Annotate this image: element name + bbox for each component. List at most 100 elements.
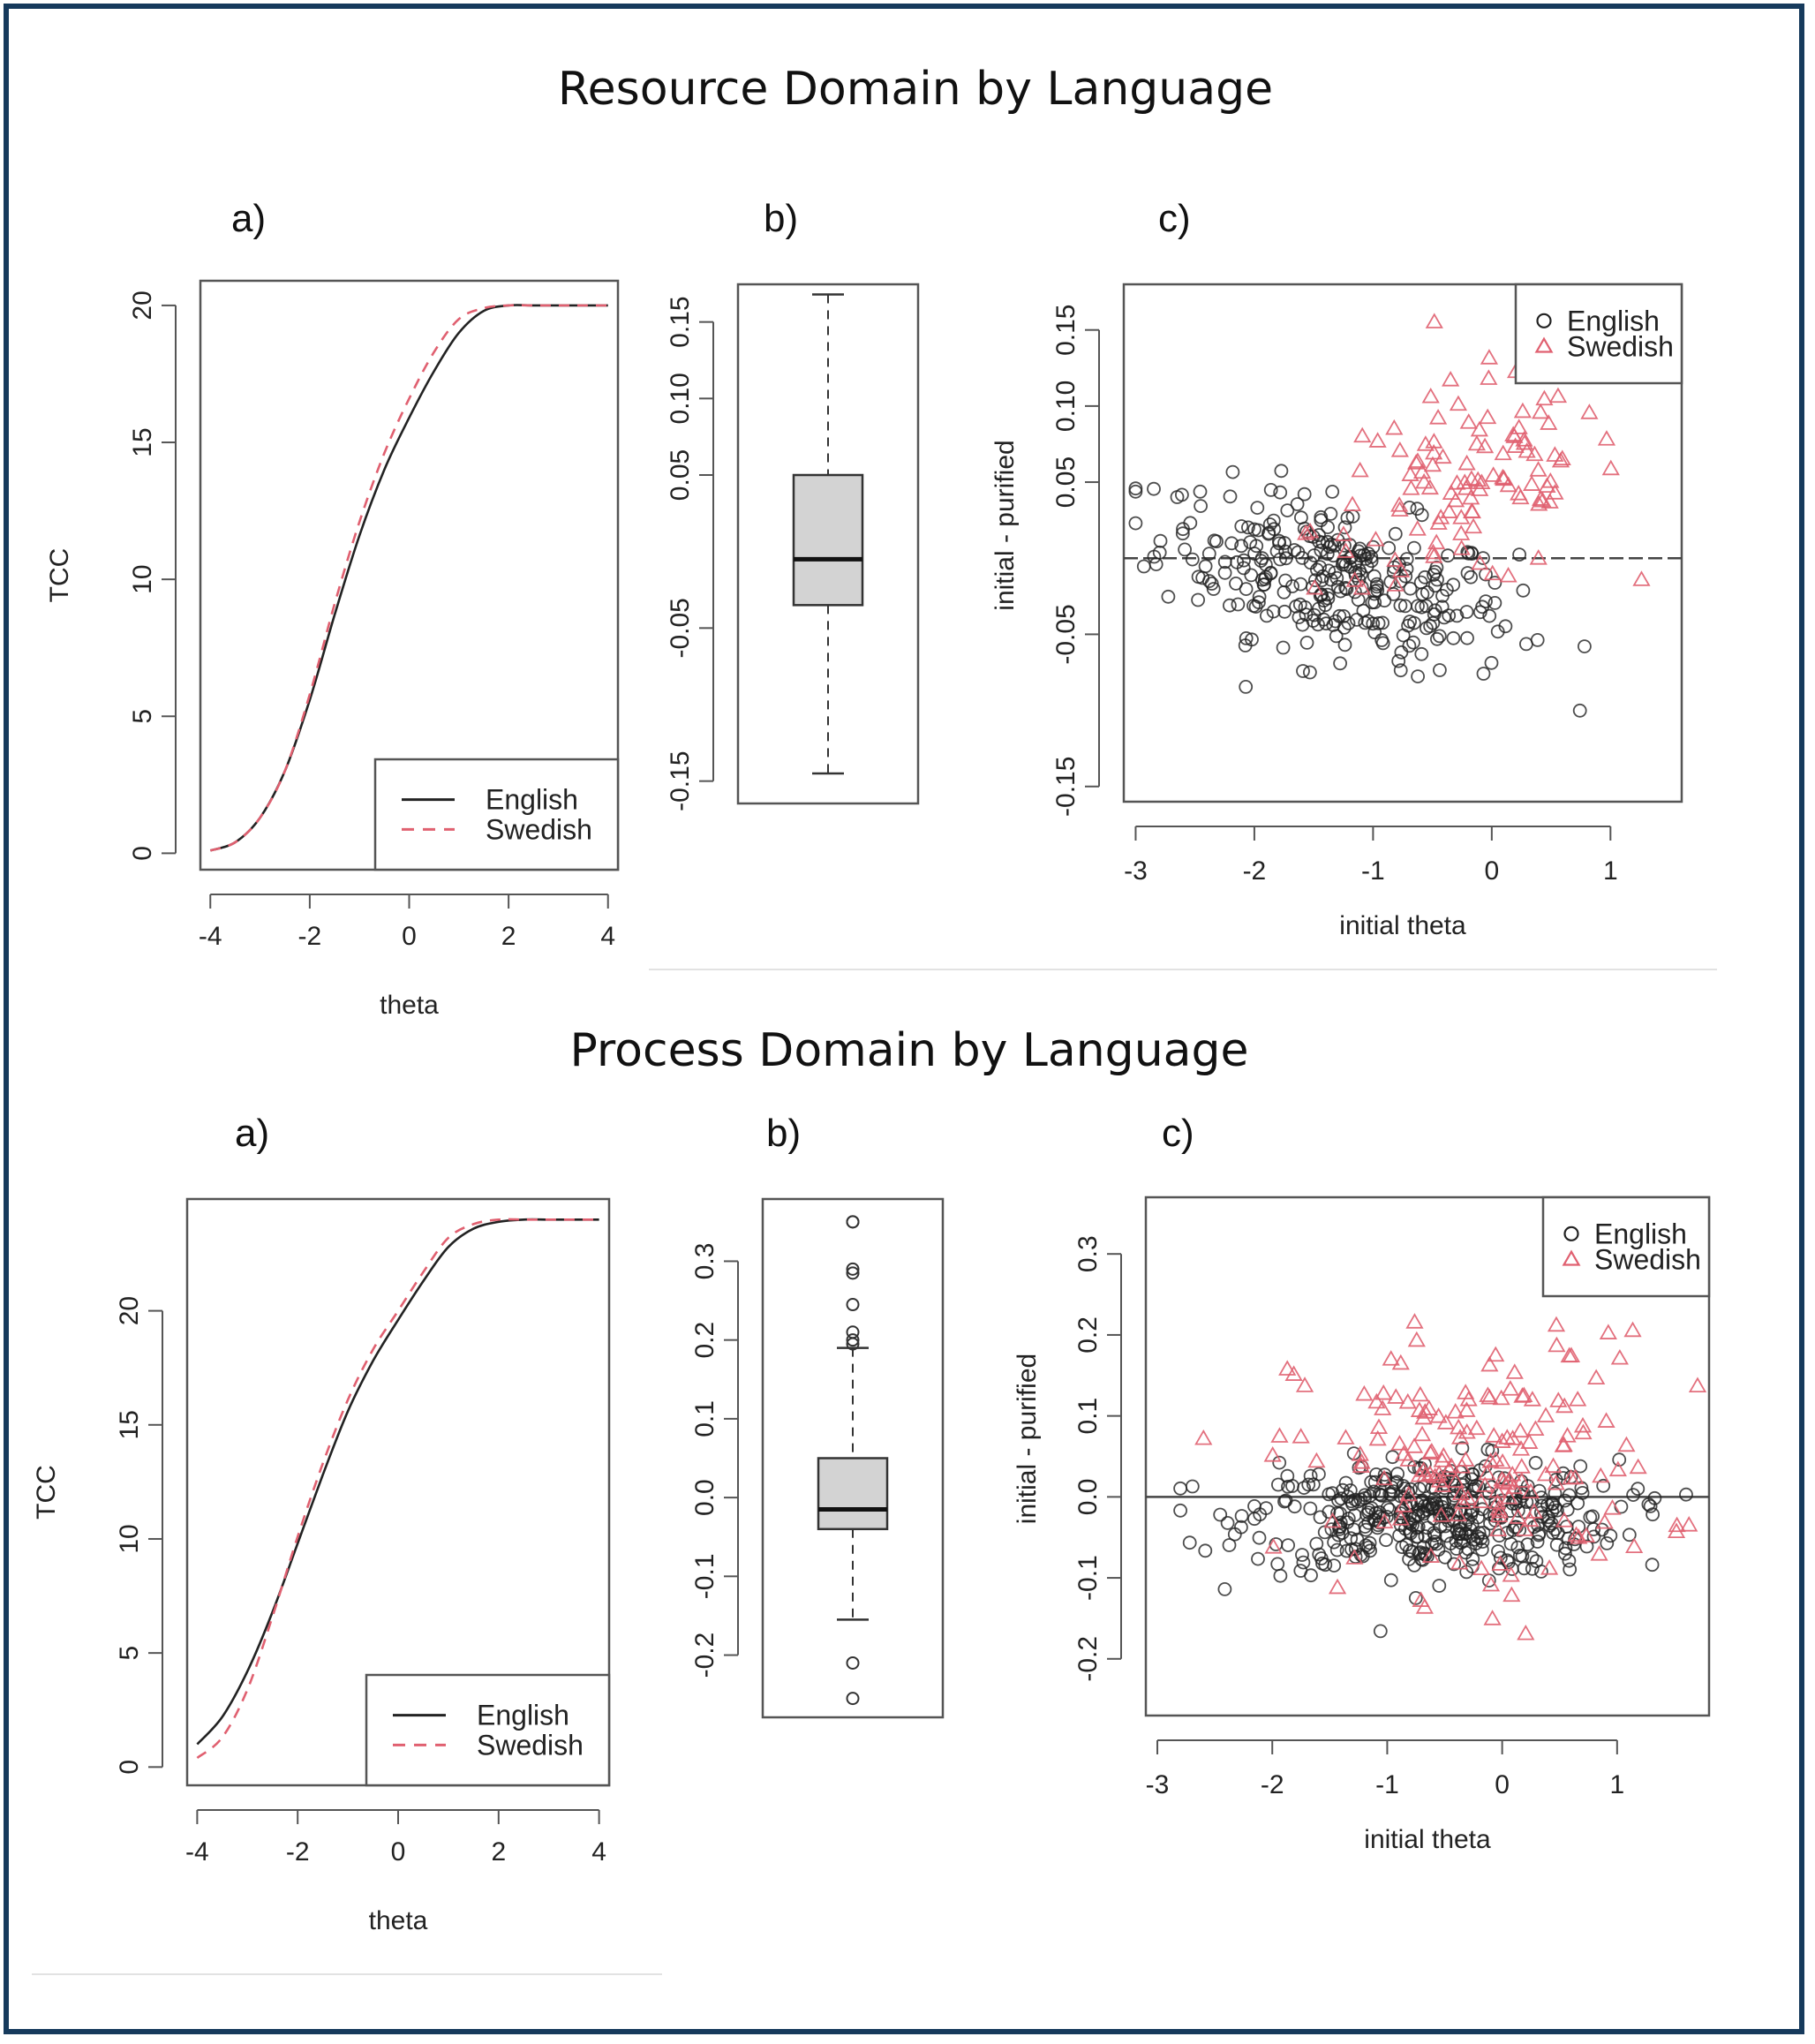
resource-scatter-point-english [1435, 600, 1450, 615]
process-scatter-legend-label-1: Swedish [1594, 1244, 1701, 1276]
resource-scatter-point-english [1234, 519, 1249, 533]
process-scatter-point-swedish [1525, 1503, 1544, 1519]
process-scatter-point-swedish [1610, 1348, 1629, 1365]
process-scatter-point-english [1545, 1504, 1560, 1519]
resource-scatter-point-english [1350, 613, 1364, 627]
process-scatter-point-english [1222, 1538, 1237, 1552]
process-tcc-x-tick-label-2: 0 [391, 1837, 406, 1867]
process-box-outlier-4 [846, 1298, 860, 1312]
resource-scatter-point-swedish [1470, 420, 1488, 437]
resource-scatter-point-english [1209, 534, 1224, 549]
resource-tcc-x-label: theta [380, 991, 439, 1020]
process-scatter-point-swedish [1337, 1429, 1355, 1444]
resource-scatter-point-swedish [1423, 456, 1442, 472]
process-scatter-point-english [1475, 1502, 1489, 1517]
process-scatter-point-swedish [1391, 1354, 1410, 1370]
process-scatter-plot-box [1144, 1195, 1711, 1717]
resource-scatter-point-english [1161, 589, 1176, 604]
process-scatter-point-swedish [1457, 1401, 1476, 1417]
resource-scatter-point-english [1341, 616, 1356, 630]
process-scatter-point-swedish [1520, 1433, 1539, 1449]
resource-scatter-y-tick-label-3: 0.10 [1051, 381, 1081, 432]
process-scatter-point-english [1548, 1486, 1563, 1501]
process-scatter-point-swedish [1512, 1458, 1531, 1474]
resource-scatter-point-english [1323, 507, 1338, 521]
process-scatter-point-english [1270, 1557, 1285, 1572]
resource-scatter-point-swedish [1548, 387, 1568, 404]
process-tcc-legend-label-1: Swedish [477, 1729, 584, 1761]
process-scatter-point-english [1322, 1487, 1337, 1502]
process-scatter-point-english [1422, 1497, 1436, 1512]
resource-scatter-point-swedish [1530, 494, 1548, 511]
resource-scatter-point-english [1433, 663, 1447, 677]
process-box-iqr-box [817, 1457, 889, 1531]
resource-tcc-y-tick-label-2: 10 [128, 564, 157, 593]
resource-scatter-x-tick-label-1: -2 [1243, 856, 1267, 886]
resource-scatter-point-english [1266, 604, 1281, 619]
resource-scatter-point-english [1406, 635, 1420, 650]
process-scatter-point-english [1278, 1493, 1293, 1508]
process-scatter-point-swedish [1500, 1488, 1518, 1505]
process-scatter-point-english [1313, 1510, 1328, 1525]
process-scatter-point-english [1252, 1530, 1267, 1545]
process-scatter-point-swedish [1399, 1451, 1418, 1467]
process-tcc-series-swedish [196, 1218, 599, 1760]
resource-scatter-point-english [1193, 484, 1208, 499]
process-scatter-point-english [1614, 1499, 1629, 1514]
process-scatter-point-swedish [1577, 1527, 1596, 1542]
process-scatter-point-english [1384, 1480, 1399, 1495]
process-scatter-point-swedish [1382, 1350, 1400, 1366]
resource-scatter-point-english [1263, 483, 1278, 497]
resource-scatter-point-english [1394, 645, 1409, 660]
process-scatter-point-swedish [1459, 1391, 1478, 1407]
process-scatter-point-swedish [1399, 1485, 1418, 1502]
process-scatter-chart: -3 -2 -1 0 1 initial theta -0.2 -0.1 0.0 0.1 0.2 0.… [1013, 1195, 1711, 1854]
process-scatter-point-english [1500, 1553, 1515, 1568]
process-scatter-point-swedish [1284, 1365, 1303, 1381]
resource-scatter-point-english [1476, 667, 1491, 681]
process-scatter-point-swedish [1292, 1428, 1310, 1444]
resource-scatter-point-english [1460, 545, 1475, 560]
resource-scatter-point-english [1358, 615, 1373, 630]
process-scatter-point-swedish [1489, 1506, 1508, 1522]
process-scatter-point-english [1251, 1551, 1265, 1566]
process-scatter-point-english [1558, 1541, 1573, 1556]
resource-scatter-point-english [1223, 489, 1238, 504]
resource-box-y-tick-label-4: 0.15 [666, 296, 695, 347]
process-box-chart: -0.2 -0.1 0.0 0.1 0.2 0.3 [690, 1197, 945, 1719]
resource-scatter-point-swedish [1462, 470, 1480, 486]
process-scatter-legend-box [1541, 1195, 1711, 1298]
resource-scatter-point-english [1303, 555, 1318, 570]
process-scatter-point-english [1532, 1526, 1547, 1541]
process-scatter-point-swedish [1374, 1399, 1392, 1415]
resource-scatter-point-swedish [1390, 501, 1409, 517]
process-scatter-point-swedish [1548, 1336, 1566, 1353]
resource-tcc-x-tick-label-3: 2 [501, 922, 516, 951]
resource-scatter-point-english [1299, 636, 1314, 650]
process-scatter-point-swedish [1412, 1425, 1432, 1442]
process-scatter-point-swedish [1457, 1451, 1475, 1467]
resource-scatter-point-english [1206, 582, 1221, 596]
process-scatter-point-swedish [1449, 1505, 1468, 1522]
process-scatter-point-english [1281, 1479, 1295, 1494]
resource-scatter-point-english [1314, 513, 1329, 528]
resource-scatter-point-english [1340, 510, 1355, 525]
process-scatter-point-swedish [1502, 1586, 1521, 1603]
process-scatter-point-english [1277, 1494, 1292, 1509]
resource-scatter-point-english [1231, 597, 1246, 612]
process-scatter-point-english [1646, 1507, 1660, 1522]
process-scatter-point-swedish [1450, 1429, 1470, 1444]
process-scatter-point-swedish [1487, 1451, 1505, 1467]
resource-scatter-point-english [1482, 608, 1497, 623]
process-scatter-point-swedish [1430, 1465, 1449, 1481]
process-scatter-point-swedish [1323, 1512, 1342, 1528]
process-scatter-point-english [1471, 1529, 1485, 1544]
process-scatter-point-english [1461, 1542, 1475, 1557]
process-scatter-point-english [1447, 1488, 1462, 1503]
process-scatter-point-english [1418, 1529, 1433, 1543]
process-scatter-point-english [1586, 1529, 1601, 1544]
resource-scatter-point-english [1487, 596, 1502, 610]
process-scatter-legend-key-1 [1562, 1249, 1581, 1266]
resource-scatter-y-label: initial - purified [990, 440, 1020, 610]
process-scatter-point-english [1397, 1490, 1412, 1505]
